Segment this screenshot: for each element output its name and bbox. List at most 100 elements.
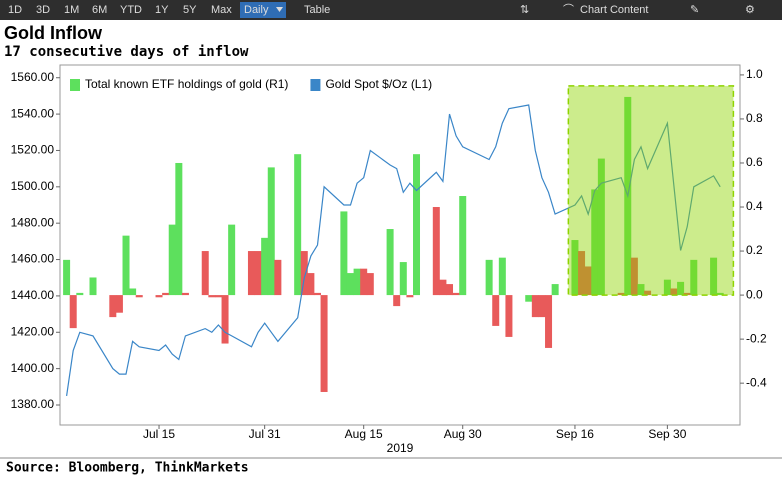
y2-tick-label: 0.2 <box>746 243 763 257</box>
bar <box>228 224 236 296</box>
bar <box>551 284 559 296</box>
bar <box>122 235 130 296</box>
bar <box>274 259 282 296</box>
bar <box>571 240 579 296</box>
chart-content-button[interactable]: Chart Content <box>580 4 648 16</box>
bar <box>630 257 638 296</box>
range-button[interactable]: 1M <box>64 4 79 16</box>
bar <box>617 292 625 296</box>
bar <box>76 292 84 296</box>
table-button[interactable]: Table <box>304 4 330 16</box>
range-button[interactable]: 1Y <box>155 4 169 16</box>
bar <box>413 154 421 296</box>
chart-subtitle: 17 consecutive days of inflow <box>4 44 249 60</box>
dropdown-arrow[interactable] <box>276 7 283 12</box>
y-tick-label: 1560.00 <box>11 70 55 84</box>
bar <box>214 295 222 298</box>
bar <box>690 259 698 296</box>
bar <box>716 292 724 296</box>
legend-swatch <box>70 79 80 91</box>
bar <box>683 292 691 296</box>
x-tick-label: Sep 16 <box>556 427 594 441</box>
range-button[interactable]: YTD <box>120 4 142 16</box>
y2-tick-label: 0.4 <box>746 199 763 213</box>
period-button[interactable] <box>240 2 286 18</box>
y-tick-label: 1540.00 <box>11 106 55 120</box>
y2-tick-label: 0.0 <box>746 287 763 301</box>
range-button[interactable]: Max <box>211 4 232 16</box>
bar <box>492 295 500 326</box>
range-button[interactable]: 3D <box>36 4 50 16</box>
bar <box>578 251 586 296</box>
bar <box>386 229 394 296</box>
bar <box>267 167 275 296</box>
bar <box>710 257 718 296</box>
bar <box>340 211 348 296</box>
bar <box>446 284 454 296</box>
bar <box>677 281 685 296</box>
bar <box>399 262 407 296</box>
bar <box>545 295 553 348</box>
settings-icon[interactable]: ⚙ <box>745 4 755 16</box>
bar <box>525 295 533 302</box>
bar <box>531 295 539 318</box>
x-tick-label: Sep 30 <box>648 427 686 441</box>
legend-bg <box>64 75 454 95</box>
y2-tick-label: -0.2 <box>746 331 767 345</box>
y-tick-label: 1480.00 <box>11 215 55 229</box>
bar <box>366 273 374 296</box>
bar <box>181 292 189 296</box>
bar <box>644 290 652 296</box>
x-tick-label: Jul 31 <box>249 427 281 441</box>
bar <box>313 292 321 296</box>
bar <box>135 295 143 298</box>
highlight-box <box>567 85 735 296</box>
y2-tick-label: 1.0 <box>746 67 763 81</box>
bar <box>637 284 645 296</box>
range-button[interactable]: 5Y <box>183 4 197 16</box>
y-tick-label: 1460.00 <box>11 252 55 266</box>
y-tick-label: 1500.00 <box>11 179 55 193</box>
x-tick-label: Aug 15 <box>345 427 383 441</box>
legend-swatch <box>310 79 321 91</box>
y-tick-label: 1440.00 <box>11 288 55 302</box>
y-tick-label: 1400.00 <box>11 361 55 375</box>
bar <box>584 266 592 296</box>
y2-tick-label: -0.4 <box>746 375 767 389</box>
range-button[interactable]: 6M <box>92 4 107 16</box>
plot <box>63 85 735 396</box>
bar <box>452 292 460 296</box>
legend-label: Gold Spot $/Oz (L1) <box>325 77 432 91</box>
x-tick-label: Jul 15 <box>143 427 175 441</box>
toolbar-bg <box>0 0 782 20</box>
bar <box>162 292 170 296</box>
bar <box>432 207 440 296</box>
bar <box>346 273 354 296</box>
bar <box>168 224 176 296</box>
bar <box>221 295 229 344</box>
bar <box>459 196 467 296</box>
line <box>66 104 721 396</box>
bar <box>129 288 137 296</box>
bar <box>353 268 361 296</box>
y-tick-label: 1420.00 <box>11 324 55 338</box>
bar <box>307 273 315 296</box>
edit-icon[interactable]: ✎ <box>690 4 699 16</box>
period-label[interactable]: Daily <box>244 4 269 16</box>
collapse-icon[interactable]: ⇅ <box>520 4 529 16</box>
y2-tick-label: 0.8 <box>746 111 763 125</box>
bar <box>663 279 671 296</box>
bar <box>498 257 506 296</box>
bar <box>247 251 255 296</box>
y-tick-label: 1520.00 <box>11 143 55 157</box>
bar <box>439 279 447 296</box>
x-tick-label: Aug 30 <box>444 427 482 441</box>
bar <box>261 237 269 296</box>
bar <box>175 162 183 296</box>
range-button[interactable]: 1D <box>8 4 22 16</box>
bar <box>89 277 97 296</box>
chart-icon[interactable]: ⌒ <box>563 3 574 16</box>
toolbar: Daily Table ⇅ ⌒ Chart Content ✎ ⚙ 1D 3D 1M… <box>0 0 782 20</box>
